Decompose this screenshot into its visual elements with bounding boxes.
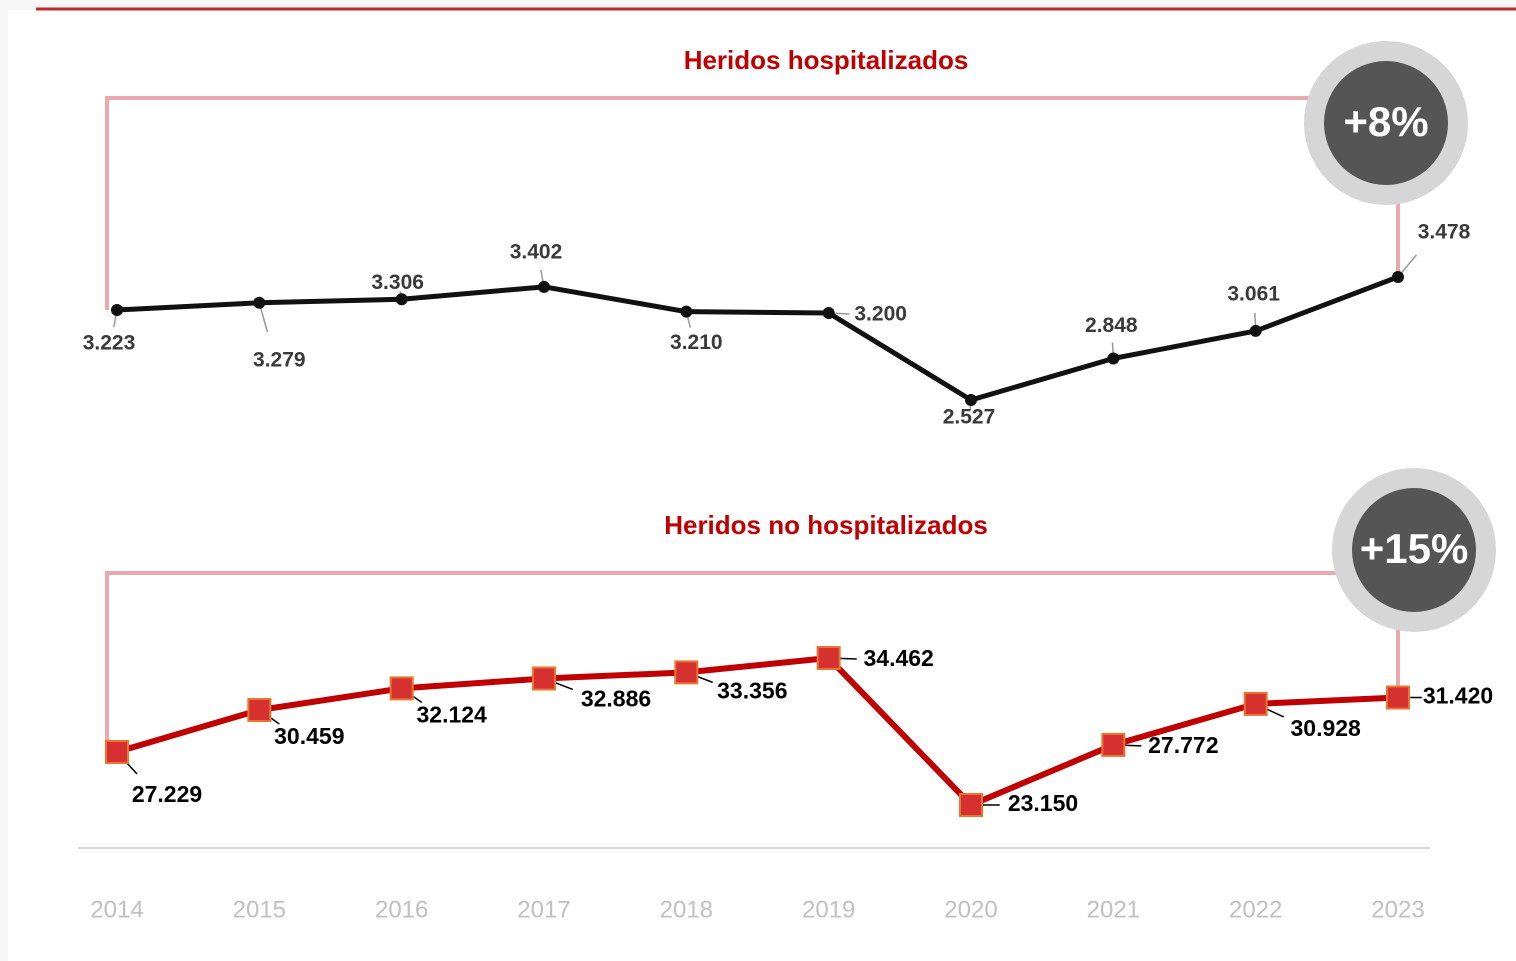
badge-label: +8%: [1343, 98, 1428, 145]
panel-title: Heridos hospitalizados: [684, 45, 969, 75]
marker: [105, 739, 129, 764]
data-label: 30.459: [274, 723, 344, 749]
x-tick-label: 2023: [1371, 896, 1424, 923]
data-label: 3.200: [854, 303, 907, 326]
panel-title: Heridos no hospitalizados: [664, 510, 988, 540]
data-label: 30.928: [1290, 715, 1361, 741]
data-label: 3.061: [1227, 282, 1280, 305]
bracket: [105, 571, 1400, 752]
series-line: [116, 274, 1399, 403]
marker: [389, 676, 414, 701]
marker: [253, 296, 266, 309]
data-label: 2.527: [943, 406, 996, 429]
marker: [1392, 271, 1404, 283]
x-tick-label: 2019: [802, 896, 855, 923]
data-label: 27.772: [1148, 732, 1218, 758]
data-label: 32.886: [581, 686, 651, 712]
data-label: 3.279: [253, 348, 306, 371]
x-tick-label: 2021: [1087, 896, 1140, 923]
data-label: 27.229: [132, 781, 202, 807]
marker: [816, 646, 841, 670]
badge: [1324, 61, 1448, 185]
data-label: 32.124: [416, 701, 487, 727]
marker: [111, 303, 123, 316]
marker: [247, 698, 272, 723]
marker: [965, 394, 977, 406]
badge-label: +15%: [1360, 525, 1469, 572]
x-tick-label: 2015: [233, 896, 286, 923]
marker: [680, 305, 693, 318]
marker: [1243, 691, 1268, 716]
data-label: 3.306: [371, 271, 424, 294]
x-tick-label: 2017: [517, 896, 570, 923]
marker: [532, 666, 556, 691]
data-label: 31.420: [1423, 683, 1493, 709]
panel: [8, 10, 1516, 961]
x-tick-label: 2016: [375, 896, 428, 923]
marker: [822, 306, 835, 319]
marker: [674, 660, 699, 685]
data-label: 3.402: [510, 240, 563, 263]
data-label: 3.210: [670, 331, 723, 354]
data-label: 33.356: [717, 677, 787, 703]
data-label: 34.462: [863, 645, 933, 671]
data-label: 23.150: [1008, 790, 1078, 816]
x-tick-label: 2014: [90, 896, 143, 923]
marker: [1386, 685, 1410, 710]
marker: [1107, 352, 1120, 365]
data-label: 2.848: [1085, 314, 1138, 337]
marker: [959, 793, 983, 817]
marker: [1101, 732, 1126, 757]
marker: [538, 280, 550, 293]
badge: [1352, 488, 1476, 612]
marker: [395, 293, 408, 306]
series-line: [116, 655, 1399, 808]
data-label: 3.223: [83, 332, 136, 355]
marker: [1249, 324, 1262, 337]
data-label: 3.478: [1418, 221, 1471, 244]
x-tick-label: 2018: [660, 896, 713, 923]
x-tick-label: 2020: [944, 896, 997, 923]
x-tick-label: 2022: [1229, 896, 1282, 923]
